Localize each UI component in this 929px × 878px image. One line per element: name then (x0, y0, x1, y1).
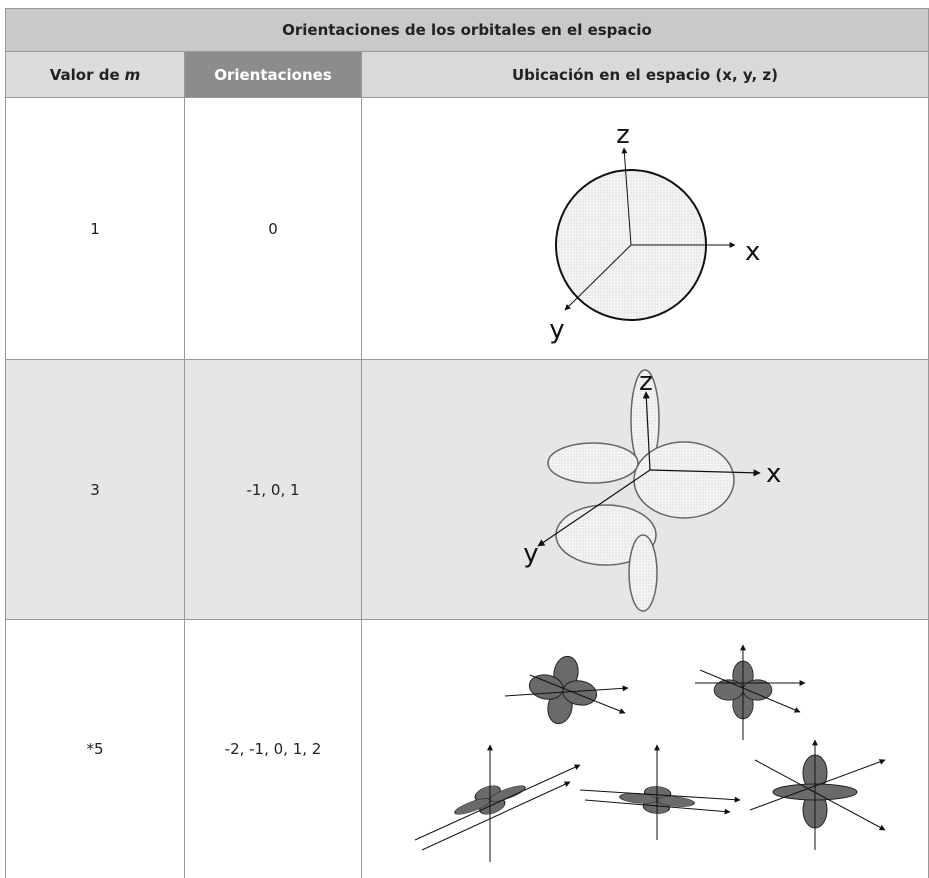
header-cell: Orientaciones (185, 52, 362, 98)
table-title: Orientaciones de los orbitales en el esp… (5, 8, 929, 52)
orientation-cell: 0 (185, 98, 362, 360)
orientation-cell: -1, 0, 1 (185, 360, 362, 620)
orientation-cell: -2, -1, 0, 1, 2 (185, 620, 362, 878)
axis-label: y (549, 315, 564, 345)
p-orbitals (537, 369, 761, 612)
axis-label: x (745, 237, 760, 267)
axis-label: z (616, 120, 630, 150)
m-cell: *5 (5, 620, 185, 878)
m-cell: 3 (5, 360, 185, 620)
d-orbitals (414, 644, 886, 862)
header-cell: Ubicación en el espacio (x, y, z) (362, 52, 929, 98)
axis-label: x (766, 459, 781, 489)
s-orbital (555, 147, 736, 321)
header-italic: m (124, 65, 141, 84)
header-cell: Valor de m (5, 52, 185, 98)
header-text: Valor de (49, 65, 120, 84)
axis-label: y (523, 539, 538, 569)
axis-label: z (639, 367, 653, 397)
m-cell: 1 (5, 98, 185, 360)
